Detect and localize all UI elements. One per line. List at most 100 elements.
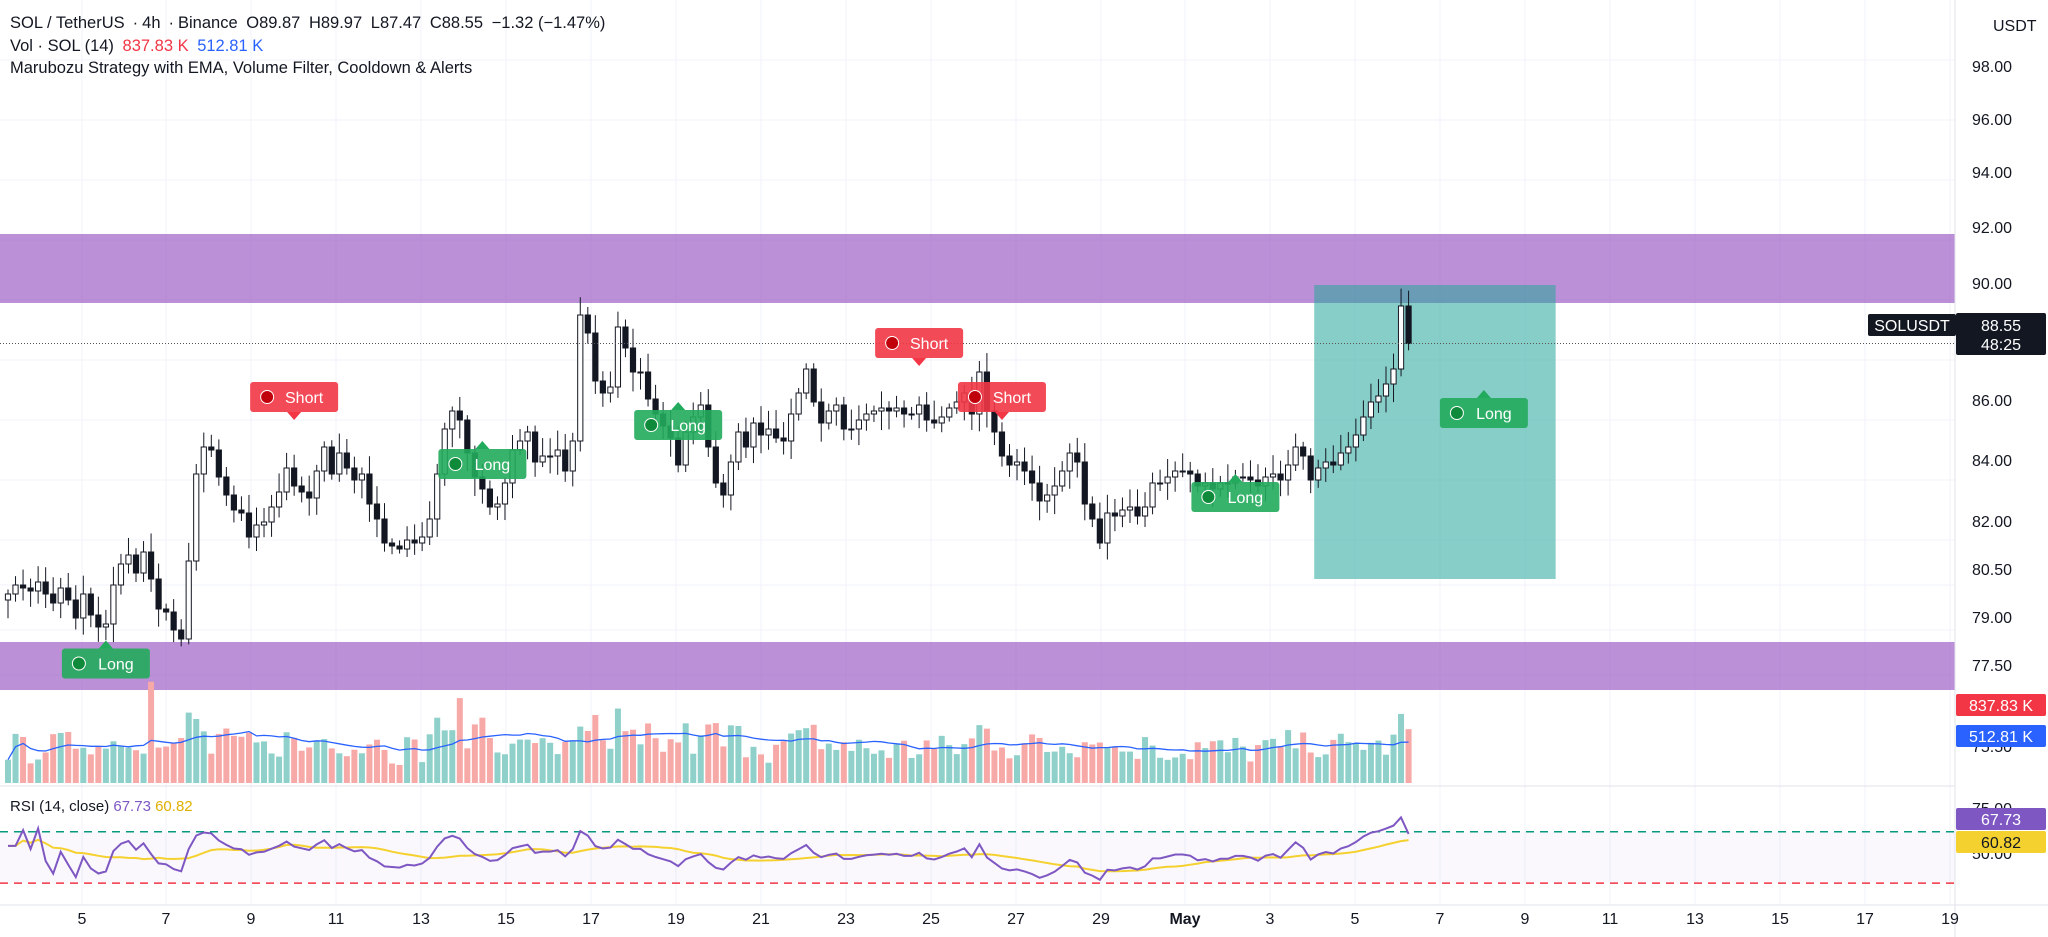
candle <box>1066 443 1073 489</box>
countdown-text: 48:25 <box>1981 337 2021 354</box>
long-signal: Long <box>634 402 723 440</box>
candle <box>388 538 396 555</box>
candle-body <box>275 491 283 508</box>
volume-bar <box>1111 746 1118 783</box>
candle-body <box>818 401 825 424</box>
volume-bar <box>276 756 283 783</box>
candle <box>132 548 140 582</box>
candle <box>336 433 343 482</box>
time-tick-label: 5 <box>1351 911 1360 928</box>
symbol-name[interactable]: SOL / TetherUS <box>10 14 125 32</box>
candle <box>998 422 1006 467</box>
candle-body <box>757 422 765 436</box>
candle-body <box>358 473 366 481</box>
long-signal: Long <box>1191 474 1280 512</box>
candle <box>569 432 576 487</box>
volume-bar <box>532 743 539 783</box>
rsi-legend[interactable]: RSI (14, close) 67.73 60.82 <box>10 798 193 815</box>
candle-body <box>742 431 750 448</box>
signal-tag <box>1439 398 1528 428</box>
symbol-price-badge: SOLUSDT <box>1868 314 1956 336</box>
volume-badge: 837.83 K <box>1956 694 2046 716</box>
candle-body <box>366 473 373 505</box>
candle <box>268 494 275 537</box>
candle <box>810 363 817 407</box>
candle-body <box>1013 461 1021 466</box>
volume-bar <box>1270 738 1277 783</box>
price-zone <box>0 642 1955 690</box>
candle-body <box>1149 482 1156 508</box>
volume-bar <box>1322 754 1329 783</box>
rsi-badge: 67.73 <box>1956 808 2046 830</box>
volume-bar <box>938 735 945 783</box>
candle-body <box>547 455 554 458</box>
rsi-label[interactable]: RSI (14, close) <box>10 798 110 815</box>
short-arrow <box>287 412 302 420</box>
candle <box>147 533 155 592</box>
price-zone <box>0 234 1955 303</box>
candle-body <box>848 428 855 431</box>
short-arrow <box>912 358 927 366</box>
candle-body <box>343 452 350 469</box>
volume-bar <box>298 750 305 783</box>
volume-bar <box>584 730 591 783</box>
price-tick-label: 96.00 <box>1972 112 2012 129</box>
candle-body <box>803 368 810 394</box>
candle <box>825 403 832 430</box>
volume-bar <box>125 747 132 783</box>
volume-label[interactable]: Vol · SOL (14) <box>10 37 114 55</box>
volume-bar <box>1405 729 1412 783</box>
candle-body <box>1382 383 1390 397</box>
candle <box>373 486 381 538</box>
volume-bar <box>12 733 19 783</box>
volume-value: 837.83 K <box>122 37 189 55</box>
candle <box>863 403 870 431</box>
volume-bar <box>1014 755 1021 783</box>
candle-body <box>735 431 742 463</box>
candle <box>1285 449 1292 496</box>
volume-bar <box>803 728 810 783</box>
volume-bar <box>998 747 1005 783</box>
volume-bar <box>373 739 380 783</box>
volume-bar <box>434 717 441 783</box>
volume-bar <box>178 738 185 783</box>
candle <box>735 423 742 471</box>
candle-body <box>230 494 238 511</box>
time-tick-label: 11 <box>1602 911 1619 928</box>
interval[interactable]: 4h <box>142 14 161 32</box>
volume-bar <box>1074 757 1081 783</box>
candle-body <box>885 407 893 412</box>
volume-bar <box>1254 745 1261 783</box>
volume-legend[interactable]: Vol · SOL (14) 837.83 K 512.81 K <box>10 37 267 56</box>
symbol-header[interactable]: SOL / TetherUS · 4h · Binance O89.87 H89.97 … <box>10 14 606 32</box>
candle-body <box>795 392 802 415</box>
volume-bar <box>133 750 140 783</box>
candle-body <box>516 440 524 451</box>
candle <box>449 406 456 448</box>
candle <box>562 434 569 482</box>
signal-label: Long <box>1228 490 1264 507</box>
volume-bar <box>441 730 448 783</box>
volume-bar <box>238 736 245 783</box>
candle <box>163 603 170 621</box>
volume-bar <box>245 732 252 783</box>
volume-bar <box>1179 753 1186 783</box>
strategy-legend[interactable]: Marubozu Strategy with EMA, Volume Filte… <box>10 59 476 78</box>
volume-bar <box>825 743 832 783</box>
candle <box>750 417 757 464</box>
candle-body <box>1036 482 1043 502</box>
volume-bar <box>291 737 298 783</box>
volume-bar <box>193 719 200 783</box>
candle-body <box>50 593 57 604</box>
volume-bar <box>614 708 621 783</box>
volume-bar <box>1224 752 1231 783</box>
price-tick-label: 92.00 <box>1972 220 2012 237</box>
candle-body <box>622 326 629 349</box>
volume-bar <box>1119 751 1126 783</box>
candle-body <box>381 518 388 544</box>
strategy-name[interactable]: Marubozu Strategy with EMA, Volume Filte… <box>10 59 473 77</box>
signal-label: Short <box>993 390 1032 407</box>
candle <box>1119 497 1126 528</box>
volume-bar <box>1126 751 1133 783</box>
